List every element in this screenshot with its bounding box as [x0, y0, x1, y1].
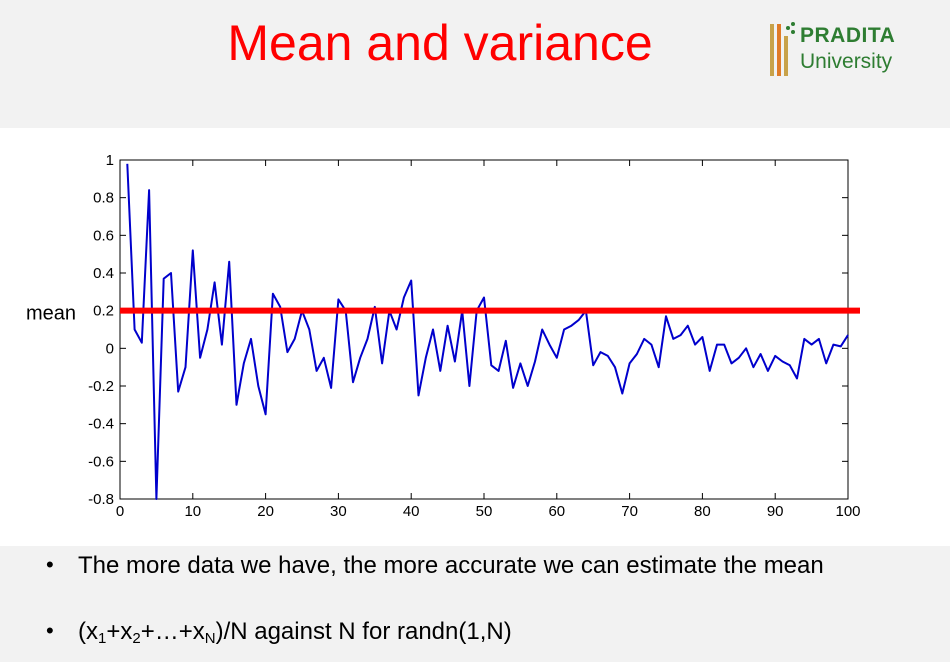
formula-suffix: )/N against N for randn(1,N): [215, 618, 512, 645]
x-tick-label: 10: [184, 503, 201, 520]
y-tick-label: -0.2: [88, 378, 114, 395]
y-tick-label: -0.8: [88, 491, 114, 508]
x-tick-label: 60: [548, 503, 565, 520]
mean-label: mean: [26, 303, 76, 325]
bullet-text: The more data we have, the more accurate…: [78, 552, 824, 579]
x-tick-label: 20: [257, 503, 274, 520]
bullet-item: (x1+x2+…+xN)/N against N for randn(1,N): [40, 618, 940, 648]
slide-title: Mean and variance: [227, 15, 653, 71]
y-tick-label: 0.4: [93, 265, 114, 282]
formula-sub: 2: [132, 630, 141, 647]
x-tick-label: 40: [403, 503, 420, 520]
x-tick-label: 0: [116, 503, 124, 520]
university-logo: PRADITA University: [768, 18, 908, 82]
x-tick-label: 70: [621, 503, 638, 520]
line-chart: 0 10 20 30 40 50 60 70 80 90 100 1 0.8 0.6 0.4 0.2 0 -0.2…: [26, 152, 861, 520]
series-line: [126, 163, 849, 500]
x-tick-label: 30: [330, 503, 347, 520]
bullet-list: The more data we have, the more accurate…: [40, 552, 940, 648]
pradita-logo-icon: [770, 22, 795, 76]
chart-figure: 0 10 20 30 40 50 60 70 80 90 100 1 0.8 0.6 0.4 0.2 0 -0.2…: [0, 128, 950, 546]
formula-part: +…+x: [140, 618, 205, 645]
formula-sub: 1: [98, 630, 107, 647]
x-tick-label: 50: [476, 503, 493, 520]
y-tick-label: -0.6: [88, 453, 114, 470]
y-tick-label: 1: [106, 152, 114, 169]
x-tick-label: 100: [835, 503, 860, 520]
y-tick-label: 0.6: [93, 227, 114, 244]
x-tick-label: 80: [694, 503, 711, 520]
y-tick-label: 0.2: [93, 303, 114, 320]
x-tick-label: 90: [767, 503, 784, 520]
formula-prefix: (x: [78, 618, 98, 645]
logo-text-university: University: [800, 50, 893, 73]
formula-part: +x: [106, 618, 133, 645]
formula-sub: N: [204, 630, 216, 647]
bullet-item: The more data we have, the more accurate…: [40, 552, 940, 582]
plot-frame: [119, 159, 849, 500]
y-tick-label: 0: [106, 340, 114, 357]
logo-text-pradita: PRADITA: [800, 24, 896, 47]
y-tick-label: 0.8: [93, 190, 114, 207]
y-tick-label: -0.4: [88, 416, 114, 433]
